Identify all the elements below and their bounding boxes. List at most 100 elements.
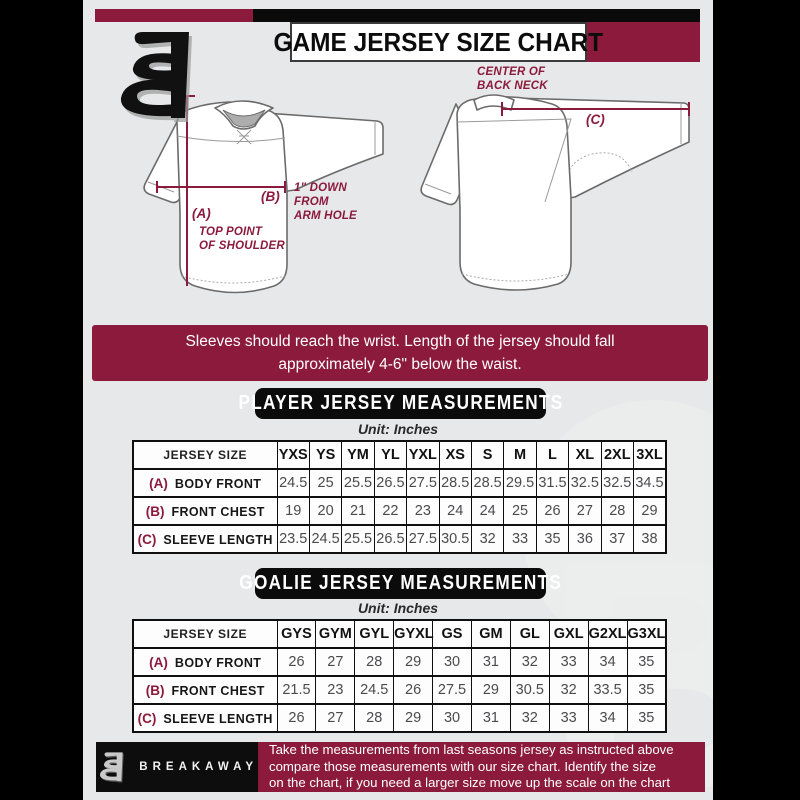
measurement-value-cell: 28.5 (438, 468, 472, 498)
row-label-cell: (B) FRONT CHEST (132, 496, 278, 526)
measurement-value-cell: 24.5 (354, 675, 395, 705)
size-column-header: 2XL (600, 440, 634, 470)
table-row: (B) FRONT CHEST 21.5 23 24.5 26 27.5 29 30.5 32 33… (132, 675, 667, 705)
size-column-header: G2XL (587, 619, 628, 649)
row-measure-key: (C) (137, 710, 157, 726)
measurement-value-cell: 33.5 (587, 675, 628, 705)
measurement-value-cell: 19 (276, 496, 310, 526)
footer-brand-name: BREAKAWAY (139, 761, 258, 773)
measurement-value-cell: 26 (393, 675, 434, 705)
note-b-line1: 1" DOWN (294, 182, 347, 194)
measurement-value-cell: 38 (632, 524, 667, 554)
size-column-header: L (535, 440, 570, 470)
measurement-value-cell: 32 (470, 524, 505, 554)
measurement-value-cell: 35 (535, 524, 570, 554)
size-column-header: XL (568, 440, 602, 470)
header-bar (95, 9, 700, 22)
row-label-cell: (A) BODY FRONT (132, 647, 278, 677)
size-header-cell: JERSEY SIZE (132, 440, 278, 470)
size-column-header: GYS (276, 619, 317, 649)
measurement-value-cell: 25.5 (341, 468, 375, 498)
size-column-header: GS (432, 619, 472, 649)
measurement-value-cell: 27.5 (406, 468, 440, 498)
footer-line1: Take the measurements from last seasons … (269, 742, 674, 758)
measurement-value-cell: 24.5 (276, 468, 310, 498)
measure-label-c: (C) (586, 112, 605, 127)
measurement-value-cell: 32.5 (600, 468, 634, 498)
size-column-header: XS (438, 440, 472, 470)
sleeve-notice-banner: Sleeves should reach the wrist. Length o… (92, 325, 708, 381)
measurement-value-cell: 35 (626, 703, 667, 733)
measurement-value-cell: 29.5 (503, 468, 537, 498)
measurement-value-cell: 29 (470, 675, 511, 705)
measurement-value-cell: 27 (568, 496, 602, 526)
note-b-line2: FROM (294, 196, 329, 208)
measurement-value-cell: 31 (470, 703, 511, 733)
measure-label-b: (B) (261, 189, 280, 204)
measurement-value-cell: 35 (626, 675, 667, 705)
measurement-value-cell: 20 (308, 496, 343, 526)
measurement-value-cell: 25.5 (341, 524, 375, 554)
table-row: (A) BODY FRONT 24.5 25 25.5 26.5 27.5 28.5 28.5 2… (132, 468, 667, 498)
measurement-value-cell: 27.5 (406, 524, 440, 554)
table-row: (A) BODY FRONT 26 27 28 29 30 31 32 33 34 35 (132, 647, 667, 677)
measurement-value-cell: 27.5 (432, 675, 472, 705)
measurement-value-cell: 37 (600, 524, 634, 554)
row-label-cell: (A) BODY FRONT (132, 468, 278, 498)
measurement-value-cell: 29 (632, 496, 667, 526)
row-measure-name: BODY FRONT (174, 655, 262, 670)
note-c-line2: BACK NECK (477, 80, 548, 92)
measurement-value-cell: 30 (432, 703, 472, 733)
player-section-header: PLAYER JERSEY MEASUREMENTS (238, 388, 562, 419)
measure-note-a: TOP POINT OF SHOULDER (199, 225, 285, 253)
row-label-cell: (B) FRONT CHEST (132, 675, 278, 705)
footer-breakaway-logo-icon (99, 752, 124, 783)
page-title: GAME JERSEY SIZE CHART (273, 26, 604, 57)
back-jersey-diagram (420, 94, 690, 291)
row-measure-name: FRONT CHEST (171, 683, 265, 698)
row-measure-key: (C) (137, 531, 157, 547)
note-a-line1: TOP POINT (199, 226, 263, 238)
size-column-header: YXS (276, 440, 310, 470)
measurement-value-cell: 32 (509, 703, 550, 733)
player-size-table: JERSEY SIZE YXS YS YM YL YXL XS S M L XL 2XL 3XL (A) B… (132, 440, 667, 554)
row-measure-name: SLEEVE LENGTH (163, 711, 273, 726)
goalie-size-table: JERSEY SIZE GYS GYM GYL GYXL GS GM GL GXL G2XL G3X… (132, 619, 667, 733)
measure-note-b: 1" DOWN FROM ARM HOLE (294, 181, 357, 223)
measurement-value-cell: 30.5 (509, 675, 550, 705)
size-column-header: GYL (354, 619, 395, 649)
measure-note-c: CENTER OF BACK NECK (477, 65, 548, 93)
page-title-box: GAME JERSEY SIZE CHART (274, 22, 603, 62)
row-measure-name: SLEEVE LENGTH (163, 532, 273, 547)
size-column-header: GYXL (393, 619, 434, 649)
size-column-header: YL (373, 440, 408, 470)
measurement-value-cell: 25 (503, 496, 537, 526)
notice-line1: Sleeves should reach the wrist. Length o… (185, 333, 615, 350)
footer-line2: compare those measurements with our size… (269, 758, 657, 774)
measurement-value-cell: 26.5 (373, 524, 408, 554)
breakaway-logo-icon (120, 32, 192, 122)
measurement-value-cell: 26.5 (373, 468, 408, 498)
footer-brand-box: BREAKAWAY (96, 742, 258, 792)
measurement-value-cell: 24.5 (308, 524, 343, 554)
row-measure-key: (B) (145, 503, 165, 519)
size-column-header: YS (308, 440, 343, 470)
measurement-value-cell: 23 (406, 496, 440, 526)
goalie-section-header: GOALIE JERSEY MEASUREMENTS (239, 568, 561, 599)
title-accent-block (587, 22, 700, 62)
measurement-value-cell: 31.5 (535, 468, 570, 498)
measurement-value-cell: 26 (535, 496, 570, 526)
header-bar-accent (95, 9, 253, 22)
measurement-value-cell: 24 (438, 496, 472, 526)
row-label-cell: (C) SLEEVE LENGTH (132, 524, 278, 554)
notice-line2: approximately 4-6" below the waist. (278, 356, 522, 373)
measurement-value-cell: 34.5 (632, 468, 667, 498)
measurement-value-cell: 22 (373, 496, 408, 526)
size-column-header: GXL (548, 619, 589, 649)
measurement-value-cell: 25 (308, 468, 343, 498)
footer-instructions: Take the measurements from last seasons … (258, 742, 705, 792)
player-unit-label: Unit: Inches (357, 421, 439, 437)
row-measure-key: (A) (149, 654, 168, 670)
size-column-header: GM (470, 619, 511, 649)
measurement-value-cell: 21 (341, 496, 375, 526)
